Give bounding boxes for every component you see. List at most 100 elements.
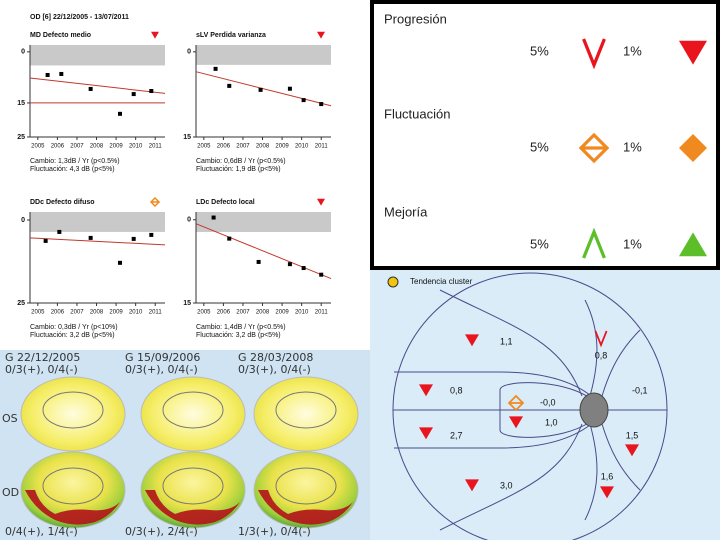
cluster-label: 0,8 [450, 385, 463, 395]
cluster-symbol [507, 394, 525, 412]
stat-note: Cambio: 1,4dB / Yr (p<0.5%) [196, 324, 286, 331]
x-tick-label: 2008 [256, 144, 270, 150]
od-inner [42, 467, 104, 505]
normal-band [30, 212, 165, 232]
od-summary: 0/3(+), 2/4(-) [125, 525, 198, 538]
trend-line [195, 223, 332, 280]
os-summary: 0/3(+), 0/4(-) [5, 363, 78, 376]
os-summary: 0/3(+), 0/4(-) [125, 363, 198, 376]
point [149, 89, 154, 93]
point [301, 98, 306, 103]
cluster-symbol [419, 427, 433, 440]
x-tick-label: 2005 [31, 310, 45, 316]
stat-note: Cambio: 0,6dB / Yr (p<0.5%) [196, 158, 286, 165]
y-tick-label: 0 [187, 217, 191, 224]
cluster-label: 1,1 [500, 336, 513, 346]
point [45, 72, 50, 77]
cluster-label: 1,0 [545, 417, 558, 427]
x-tick-label: 2011 [149, 144, 163, 150]
point [319, 272, 324, 277]
x-tick-label: 2007 [236, 144, 250, 150]
y-tick-label: 15 [17, 100, 25, 107]
os-summary: 0/3(+), 0/4(-) [238, 363, 311, 376]
cluster-label: 1,5 [626, 430, 639, 440]
x-tick-label: 2006 [51, 144, 65, 150]
status-symbol [317, 31, 325, 39]
cluster-label: 3,0 [500, 480, 513, 490]
x-tick-label: 2007 [70, 144, 84, 150]
y-tick-label: 0 [21, 49, 25, 56]
cluster-symbol [509, 416, 523, 429]
legend-label: Fluctuación [384, 106, 450, 121]
x-tick-label: 2006 [217, 310, 231, 316]
normal-band [196, 212, 331, 232]
od-inner [275, 467, 337, 505]
legend-symbol [679, 40, 707, 65]
cluster-title: Tendencia cluster [410, 277, 473, 286]
y-tick-label: 0 [21, 217, 25, 224]
x-tick-label: 2006 [217, 144, 231, 150]
x-tick-label: 2007 [236, 310, 250, 316]
status-symbol [317, 198, 325, 206]
point [57, 229, 62, 234]
legend-level: 5% [530, 43, 549, 58]
blind-spot [579, 392, 609, 428]
legend-symbol [578, 132, 610, 164]
point [227, 83, 232, 88]
legend-panel [370, 0, 720, 270]
y-tick-label: 25 [17, 134, 25, 141]
os-field [20, 376, 126, 452]
status-symbol [151, 31, 159, 39]
x-tick-label: 2009 [109, 310, 123, 316]
od-summary: 0/4(+), 1/4(-) [5, 525, 78, 538]
cluster-symbol [465, 334, 479, 347]
x-tick-label: 2005 [197, 310, 211, 316]
stat-note: Fluctuación: 3,2 dB (p<5%) [196, 332, 281, 339]
x-tick-label: 2011 [149, 310, 163, 316]
field-header: G 22/12/2005 [5, 351, 80, 364]
stat-note: Cambio: 0,3dB / Yr (p<10%) [30, 324, 118, 331]
chart-title: MD Defecto medio [30, 32, 91, 39]
point [88, 235, 93, 240]
x-tick-label: 2010 [295, 310, 309, 316]
cluster-label: 0,8 [595, 350, 608, 360]
point [287, 86, 292, 91]
chart-title: sLV Perdida varianza [196, 32, 266, 39]
cluster-label: -0,0 [540, 397, 556, 407]
point [118, 111, 122, 116]
x-tick-label: 2008 [90, 144, 104, 150]
field-header: G 15/09/2006 [125, 351, 200, 364]
os-inner [42, 391, 104, 429]
x-tick-label: 2009 [275, 310, 289, 316]
cluster-grid [392, 272, 668, 540]
stat-note: Fluctuación: 4,3 dB (p<5%) [30, 166, 115, 173]
x-tick-label: 2008 [90, 310, 104, 316]
chart-title: LDc Defecto local [196, 199, 255, 206]
point [319, 102, 324, 107]
point [118, 260, 122, 265]
point [258, 87, 263, 92]
od-defect [25, 490, 120, 525]
cluster-label: 1,6 [601, 471, 614, 481]
x-tick-label: 2005 [197, 144, 211, 150]
point [213, 66, 218, 71]
x-tick-label: 2009 [275, 144, 289, 150]
cluster-symbol [465, 479, 479, 492]
cluster-label: -0,1 [632, 385, 648, 395]
field-header: G 28/03/2008 [238, 351, 313, 364]
point [43, 238, 48, 243]
cluster-label: 2,7 [450, 430, 463, 440]
od-defect [258, 490, 353, 525]
x-tick-label: 2009 [109, 144, 123, 150]
stat-note: Cambio: 1,3dB / Yr (p<0.5%) [30, 158, 120, 165]
chart-title: DDc Defecto difuso [30, 199, 95, 206]
os-inner [275, 391, 337, 429]
y-tick-label: 0 [187, 49, 191, 56]
cluster-symbol [594, 330, 608, 348]
x-tick-label: 2005 [31, 144, 45, 150]
os-field [253, 376, 359, 452]
legend-symbol [582, 227, 606, 259]
y-tick-label: 15 [183, 134, 191, 141]
legend-label: Progresión [384, 11, 447, 26]
trend-line [29, 237, 166, 246]
